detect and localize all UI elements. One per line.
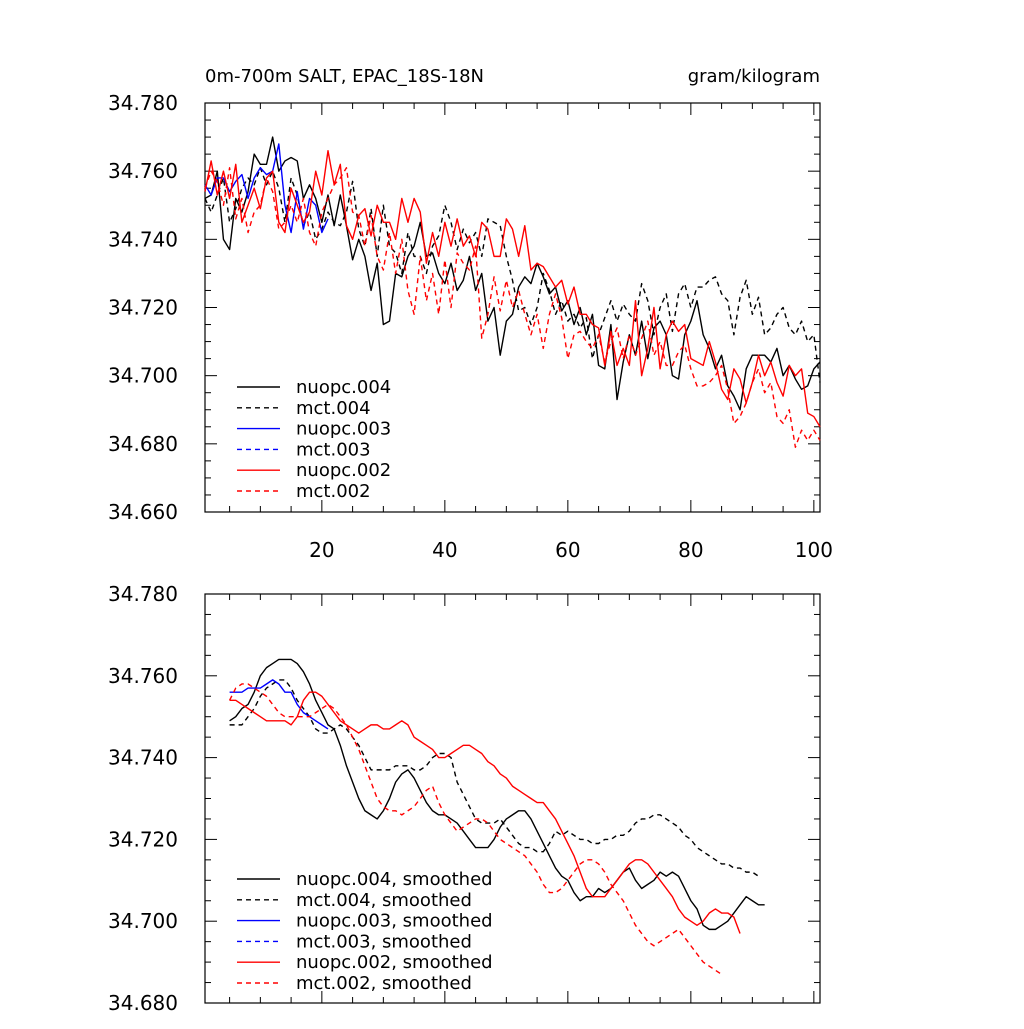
legend-label: nuopc.002 — [296, 460, 391, 481]
series-line-nuopc-003 — [204, 143, 329, 234]
series-line-mct-002-smoothed — [228, 683, 722, 975]
series-line-nuopc-004 — [204, 136, 821, 411]
series-line-nuopc-003-smoothed — [229, 679, 329, 730]
legend-label: mct.004 — [296, 398, 371, 419]
y-tick-label: 34.740 — [108, 746, 178, 770]
y-tick-label: 34.780 — [108, 91, 178, 115]
top-series — [204, 136, 821, 448]
legend-label: nuopc.002, smoothed — [296, 952, 493, 973]
series-line-nuopc-002-smoothed — [229, 691, 741, 934]
bottom-series — [228, 658, 765, 975]
x-tick-label: 40 — [432, 538, 457, 562]
y-tick-label: 34.720 — [108, 296, 178, 320]
x-tick-label: 80 — [678, 538, 703, 562]
legend-label: mct.003 — [296, 439, 371, 460]
series-line-mct-004-smoothed — [229, 679, 759, 877]
bottom-ticks: 34.680 34.700 34.720 34.740 34.760 34.780 — [108, 582, 820, 1015]
x-tick-label: 100 — [795, 538, 833, 562]
legend-label: mct.003, smoothed — [296, 931, 472, 952]
legend-label: nuopc.003 — [296, 419, 391, 440]
series-line-mct-002 — [204, 167, 821, 448]
chart-units: gram/kilogram — [688, 66, 820, 87]
x-tick-label: 60 — [555, 538, 580, 562]
y-tick-label: 34.780 — [108, 582, 178, 606]
legend-label: nuopc.004 — [296, 377, 391, 398]
x-tick-label: 20 — [309, 538, 334, 562]
y-tick-label: 34.700 — [108, 364, 178, 388]
legend-label: nuopc.004, smoothed — [296, 869, 493, 890]
top-panel: 0m-700m SALT, EPAC_18S-18N gram/kilogram… — [108, 66, 833, 562]
top-ticks: 34.660 34.680 34.700 34.720 34.740 34.760 34.7… — [108, 91, 833, 562]
y-tick-label: 34.740 — [108, 227, 178, 251]
y-tick-label: 34.720 — [108, 827, 178, 851]
top-legend: nuopc.004mct.004nuopc.003mct.003nuopc.00… — [237, 377, 391, 502]
legend-label: mct.002 — [296, 481, 371, 502]
legend-label: mct.002, smoothed — [296, 973, 472, 994]
legend-label: nuopc.003, smoothed — [296, 911, 493, 932]
y-tick-label: 34.700 — [108, 909, 178, 933]
y-tick-label: 34.660 — [108, 500, 178, 524]
chart-title: 0m-700m SALT, EPAC_18S-18N — [205, 66, 484, 87]
y-tick-label: 34.760 — [108, 159, 178, 183]
legend-label: mct.004, smoothed — [296, 890, 472, 911]
y-tick-label: 34.680 — [108, 991, 178, 1015]
series-line-nuopc-004-smoothed — [229, 658, 765, 931]
y-tick-label: 34.760 — [108, 664, 178, 688]
bottom-panel: 34.680 34.700 34.720 34.740 34.760 34.780 nuo… — [108, 582, 821, 1015]
series-line-mct-004 — [204, 167, 821, 383]
y-tick-label: 34.680 — [108, 432, 178, 456]
